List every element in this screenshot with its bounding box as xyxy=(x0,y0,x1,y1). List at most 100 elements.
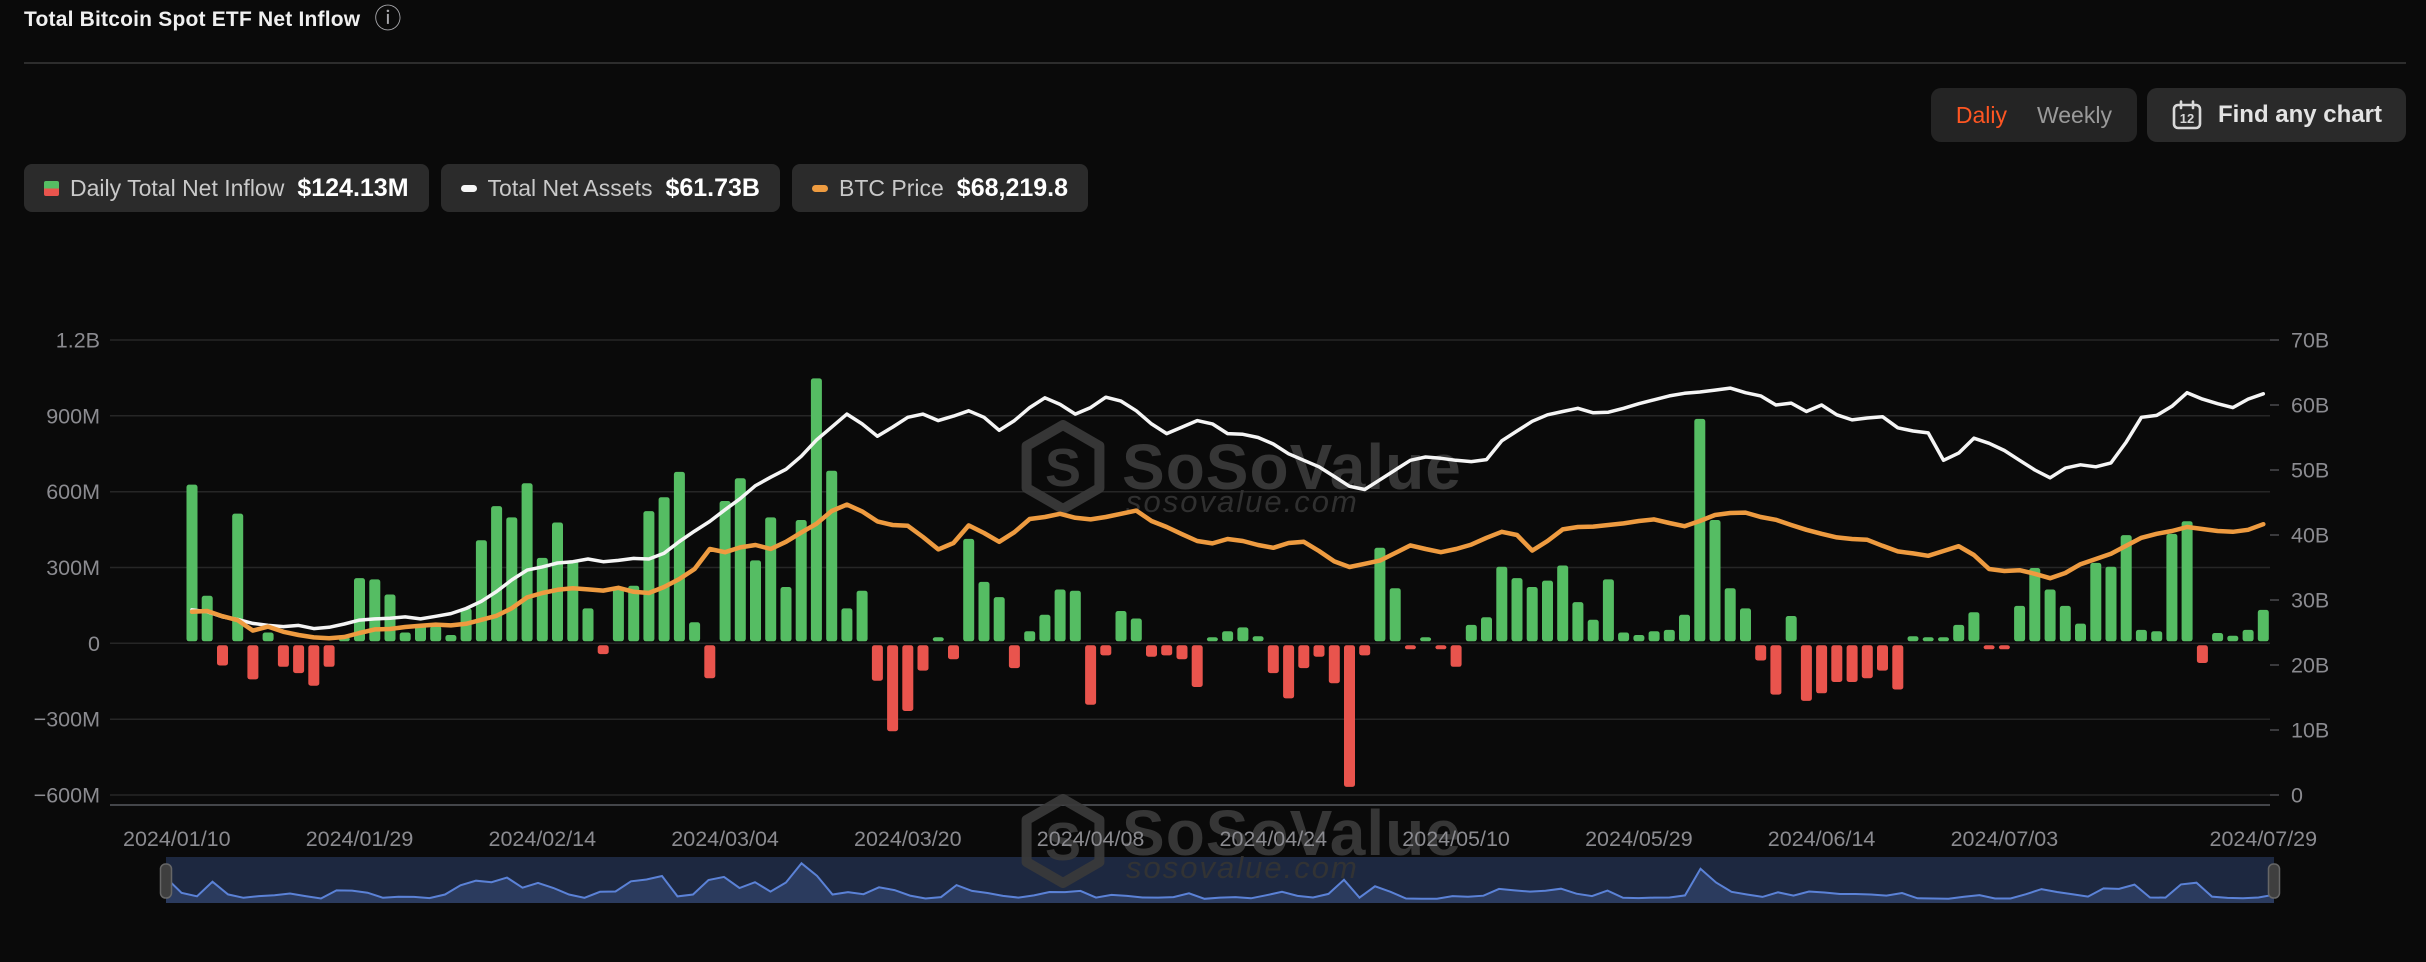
inflow-bar xyxy=(1283,645,1295,699)
inflow-bar xyxy=(597,645,609,655)
tab-weekly[interactable]: Weekly xyxy=(2036,101,2112,128)
inflow-bar xyxy=(1115,611,1127,642)
x-axis-date-tick: 2024/01/10 xyxy=(123,827,231,851)
inflow-bar xyxy=(354,578,365,642)
inflow-bar xyxy=(1222,631,1234,642)
info-icon[interactable]: ⓘ xyxy=(374,4,402,34)
inflow-bar xyxy=(1968,612,1980,642)
inflow-bar xyxy=(2196,645,2208,663)
inflow-bar xyxy=(1663,629,1675,642)
svg-text:SoSoValue: SoSoValue xyxy=(1122,797,1462,869)
inflow-bar xyxy=(887,645,899,732)
inflow-bar xyxy=(719,501,731,642)
period-toggle: Daliy Weekly xyxy=(1930,88,2137,142)
inflow-bar xyxy=(750,560,761,642)
inflow-bar xyxy=(1344,645,1355,787)
inflow-bar xyxy=(247,645,259,680)
inflow-bar xyxy=(1587,619,1599,642)
inflow-bar xyxy=(399,632,411,642)
inflow-bar xyxy=(308,645,320,686)
inflow-bar xyxy=(1846,645,1858,682)
legend-chip-daily-net-inflow[interactable]: Daily Total Net Inflow $124.13M xyxy=(24,164,429,212)
inflow-bar xyxy=(1679,614,1690,642)
inflow-bar xyxy=(1922,637,1934,642)
inflow-bar xyxy=(1907,636,1919,642)
navigator-left-handle[interactable] xyxy=(159,863,173,899)
inflow-bar xyxy=(2090,562,2102,642)
x-axis-date-tick: 2024/05/10 xyxy=(1402,827,1510,851)
svg-text:sosovalue.com: sosovalue.com xyxy=(1126,850,1359,885)
find-any-chart-button[interactable]: 12 Find any chart xyxy=(2146,88,2406,142)
inflow-bar xyxy=(993,597,1005,642)
inflow-bar xyxy=(1602,579,1614,642)
left-axis-tick: 1.2B xyxy=(56,329,100,353)
inflow-bar xyxy=(2166,533,2178,642)
x-axis-date-tick: 2024/04/24 xyxy=(1219,827,1327,851)
navigator[interactable] xyxy=(159,857,2281,903)
inflow-bar xyxy=(491,506,503,642)
inflow-bar xyxy=(963,538,975,642)
sosovalue-logo-icon xyxy=(1021,794,1105,888)
x-axis-date-tick: 2024/06/14 xyxy=(1768,827,1876,851)
legend-chip-btc-price[interactable]: BTC Price $68,219.8 xyxy=(792,164,1089,212)
inflow-bar xyxy=(826,470,838,642)
right-axis-tick: 20B xyxy=(2291,654,2329,678)
inflow-bar xyxy=(1069,590,1081,642)
left-axis-tick: −600M xyxy=(34,784,100,808)
inflow-bar xyxy=(1526,587,1538,642)
inflow-bar xyxy=(1892,645,1904,690)
inflow-bar xyxy=(2120,535,2132,642)
header-divider xyxy=(24,62,2406,64)
inflow-bar xyxy=(1252,636,1264,642)
legend-chip-total-net-assets[interactable]: Total Net Assets $61.73B xyxy=(440,164,780,212)
btc-price-dash-icon xyxy=(812,184,828,192)
inflow-bar xyxy=(1572,602,1584,642)
inflow-bar xyxy=(2105,566,2117,642)
legend-label: Total Net Assets xyxy=(487,174,653,201)
navigator-area xyxy=(166,863,2274,903)
legend-value: $124.13M xyxy=(297,173,409,202)
inflow-bar xyxy=(1785,616,1797,642)
axis-labels: 1.2B 900M 600M 300M 0 −300M −600M 70B 60B 50B 40B 3… xyxy=(34,329,2330,852)
inflow-bar xyxy=(2059,605,2071,642)
right-axis-tick: 40B xyxy=(2291,524,2329,548)
inflow-bar xyxy=(2181,521,2193,642)
inflow-bar xyxy=(1633,635,1645,642)
inflow-bar xyxy=(917,645,929,671)
inflow-bar xyxy=(856,590,868,642)
inflow-bar xyxy=(795,520,807,642)
inflow-bar xyxy=(1328,645,1340,684)
inflow-bar xyxy=(1861,645,1873,679)
inflow-bar xyxy=(262,632,274,642)
x-axis-date-tick: 2024/03/04 xyxy=(671,827,779,851)
inflow-bar xyxy=(689,622,701,642)
inflow-bar xyxy=(536,557,548,642)
inflow-bar xyxy=(1755,645,1767,661)
inflow-bar xyxy=(1511,578,1523,642)
inflow-bar xyxy=(1557,565,1569,642)
inflow-bar xyxy=(582,608,594,642)
tab-daily[interactable]: Daliy xyxy=(1955,101,2007,128)
right-axis-tick: 30B xyxy=(2291,589,2329,613)
x-axis-date-tick: 2024/04/08 xyxy=(1037,827,1145,851)
inflow-split-swatch-icon xyxy=(44,180,59,196)
navigator-right-handle[interactable] xyxy=(2267,863,2281,899)
right-axis-tick: 10B xyxy=(2291,719,2329,743)
inflow-bar xyxy=(2135,629,2147,642)
inflow-bar xyxy=(1237,627,1249,642)
inflow-bar xyxy=(765,517,777,642)
inflow-bar xyxy=(1983,645,1995,650)
inflow-bar xyxy=(1176,645,1188,660)
inflow-bar xyxy=(1008,645,1020,669)
inflow-bar xyxy=(1085,645,1097,705)
inflow-bar xyxy=(1542,580,1553,642)
inflow-bar xyxy=(1206,637,1218,642)
inflow-bar xyxy=(734,478,746,642)
inflow-bar xyxy=(1770,645,1782,695)
inflow-bar xyxy=(2014,605,2026,642)
legend-value: $61.73B xyxy=(665,173,760,202)
inflow-bar xyxy=(1831,645,1843,682)
